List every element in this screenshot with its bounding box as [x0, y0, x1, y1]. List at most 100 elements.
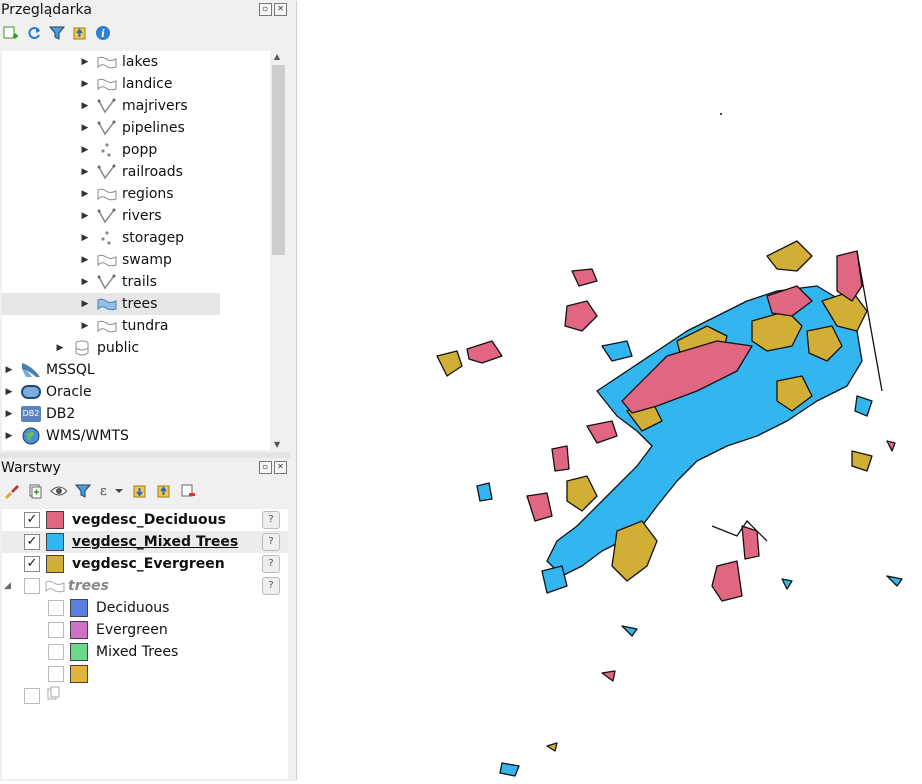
polygon-mixed-trees[interactable]	[886, 575, 903, 587]
tree-item-railroads[interactable]: ▶ railroads	[2, 161, 270, 183]
legend-item-checkbox[interactable]	[48, 622, 64, 638]
close-panel-icon[interactable]: ✕	[274, 461, 287, 474]
refresh-button[interactable]	[25, 25, 42, 42]
add-layer-button[interactable]	[2, 25, 19, 42]
polygon-mixed-trees[interactable]	[499, 762, 520, 777]
layer-visibility-checkbox[interactable]: ✓	[24, 556, 40, 572]
layer-visibility-checkbox[interactable]	[24, 578, 40, 594]
map-canvas[interactable]	[296, 1, 922, 780]
add-group-button[interactable]	[26, 483, 43, 500]
map-svg[interactable]	[297, 1, 922, 780]
legend-item-checkbox[interactable]	[48, 666, 64, 682]
polygon-evergreen[interactable]	[766, 240, 813, 272]
polygon-mixed-trees[interactable]	[621, 625, 638, 637]
tree-item-popp[interactable]: ▶ popp	[2, 139, 270, 161]
expand-arrow-icon[interactable]: ▶	[81, 233, 89, 243]
layer-row-evergreen[interactable]: ✓ vegdesc_Evergreen ?	[2, 553, 288, 575]
expand-arrow-icon[interactable]: ▶	[81, 189, 89, 199]
polygon-evergreen[interactable]	[436, 350, 463, 377]
expand-arrow-icon[interactable]: ▶	[81, 321, 89, 331]
map-point-feature[interactable]	[720, 113, 722, 115]
layer-row-trees[interactable]: ◢ trees ?	[2, 575, 288, 597]
expand-arrow-icon[interactable]: ▶	[81, 255, 89, 265]
polygon-evergreen[interactable]	[566, 475, 598, 512]
expand-arrow-icon[interactable]: ▶	[56, 343, 64, 353]
polygon-mixed-trees[interactable]	[541, 565, 568, 594]
expand-arrow-icon[interactable]: ▶	[5, 365, 13, 375]
tree-item-trees[interactable]: ▶ trees	[2, 293, 220, 315]
map-line-feature[interactable]	[856, 250, 883, 392]
polygon-deciduous[interactable]	[571, 268, 598, 287]
expand-arrow-icon[interactable]: ▶	[81, 299, 89, 309]
polygon-mixed-trees[interactable]	[601, 340, 633, 362]
polygon-deciduous[interactable]	[836, 250, 863, 302]
tree-item-swamp[interactable]: ▶ swamp	[2, 249, 270, 271]
panel-splitter[interactable]	[0, 452, 290, 458]
scroll-down-icon[interactable]: ▼	[274, 440, 281, 449]
layer-visibility-checkbox[interactable]	[24, 688, 40, 704]
tree-item-wms[interactable]: ▶ WMS/WMTS	[2, 425, 270, 447]
expand-arrow-icon[interactable]: ▶	[81, 123, 89, 133]
float-panel-icon[interactable]: ▫	[259, 461, 272, 474]
visibility-button[interactable]	[50, 483, 67, 500]
polygon-deciduous[interactable]	[466, 340, 503, 364]
polygon-deciduous[interactable]	[766, 285, 813, 317]
legend-item-evergreen[interactable]: Evergreen	[2, 619, 288, 641]
filter-button[interactable]	[48, 25, 65, 42]
legend-item-deciduous[interactable]: Deciduous	[2, 597, 288, 619]
expand-all-button[interactable]	[131, 483, 148, 500]
layer-row-deciduous[interactable]: ✓ vegdesc_Deciduous ?	[2, 509, 288, 531]
polygon-deciduous[interactable]	[711, 560, 743, 602]
legend-item-other[interactable]	[2, 663, 288, 685]
expand-arrow-icon[interactable]: ▶	[81, 167, 89, 177]
browser-scrollbar[interactable]: ▲ ▼	[270, 51, 287, 450]
polygon-mixed-trees[interactable]	[546, 285, 863, 577]
help-icon[interactable]: ?	[262, 533, 280, 551]
tree-item-db2[interactable]: ▶ DB2 DB2	[2, 403, 270, 425]
polygon-deciduous[interactable]	[551, 445, 570, 472]
polygon-mixed-trees[interactable]	[476, 482, 493, 502]
filter-legend-button[interactable]	[74, 483, 91, 500]
style-button[interactable]	[2, 483, 19, 500]
expand-arrow-icon[interactable]: ▶	[81, 79, 89, 89]
polygon-mixed-trees[interactable]	[781, 578, 793, 590]
tree-item-landice[interactable]: ▶ landice	[2, 73, 270, 95]
layer-row-empty-group[interactable]	[2, 685, 288, 707]
dock-splitter[interactable]	[290, 0, 296, 781]
expand-arrow-icon[interactable]: ▶	[5, 387, 13, 397]
polygon-deciduous[interactable]	[601, 670, 616, 682]
tree-item-lakes[interactable]: ▶ lakes	[2, 51, 270, 73]
legend-item-mixed-trees[interactable]: Mixed Trees	[2, 641, 288, 663]
tree-item-oracle[interactable]: ▶ Oracle	[2, 381, 270, 403]
polygon-evergreen[interactable]	[806, 325, 843, 362]
polygon-deciduous[interactable]	[741, 525, 760, 560]
polygon-deciduous[interactable]	[886, 440, 896, 452]
expand-arrow-icon[interactable]: ▶	[81, 57, 89, 67]
close-panel-icon[interactable]: ✕	[274, 3, 287, 16]
tree-item-tundra[interactable]: ▶ tundra	[2, 315, 270, 337]
polygon-deciduous[interactable]	[564, 300, 598, 332]
expand-arrow-icon[interactable]: ▶	[81, 101, 89, 111]
expand-arrow-icon[interactable]: ▶	[5, 409, 13, 419]
polygon-mixed-trees[interactable]	[854, 395, 873, 417]
layer-row-mixed-trees[interactable]: ✓ vegdesc_Mixed Trees ?	[2, 531, 288, 553]
tree-item-trails[interactable]: ▶ trails	[2, 271, 270, 293]
layer-visibility-checkbox[interactable]: ✓	[24, 512, 40, 528]
polygon-evergreen[interactable]	[851, 450, 873, 472]
help-icon[interactable]: ?	[262, 577, 280, 595]
help-icon[interactable]: ?	[262, 555, 280, 573]
collapse-all-button[interactable]	[71, 25, 88, 42]
tree-item-mssql[interactable]: ▶ MSSQL	[2, 359, 270, 381]
expression-filter-button[interactable]: ε	[98, 483, 124, 500]
legend-item-checkbox[interactable]	[48, 644, 64, 660]
info-button[interactable]: i	[94, 25, 111, 42]
remove-layer-button[interactable]	[179, 483, 196, 500]
tree-item-rivers[interactable]: ▶ rivers	[2, 205, 270, 227]
polygon-evergreen[interactable]	[611, 520, 658, 582]
polygon-deciduous[interactable]	[586, 420, 618, 444]
polygon-evergreen[interactable]	[546, 742, 558, 752]
map-line-feature[interactable]	[711, 519, 768, 542]
layer-visibility-checkbox[interactable]: ✓	[24, 534, 40, 550]
legend-item-checkbox[interactable]	[48, 600, 64, 616]
polygon-evergreen[interactable]	[776, 375, 813, 412]
